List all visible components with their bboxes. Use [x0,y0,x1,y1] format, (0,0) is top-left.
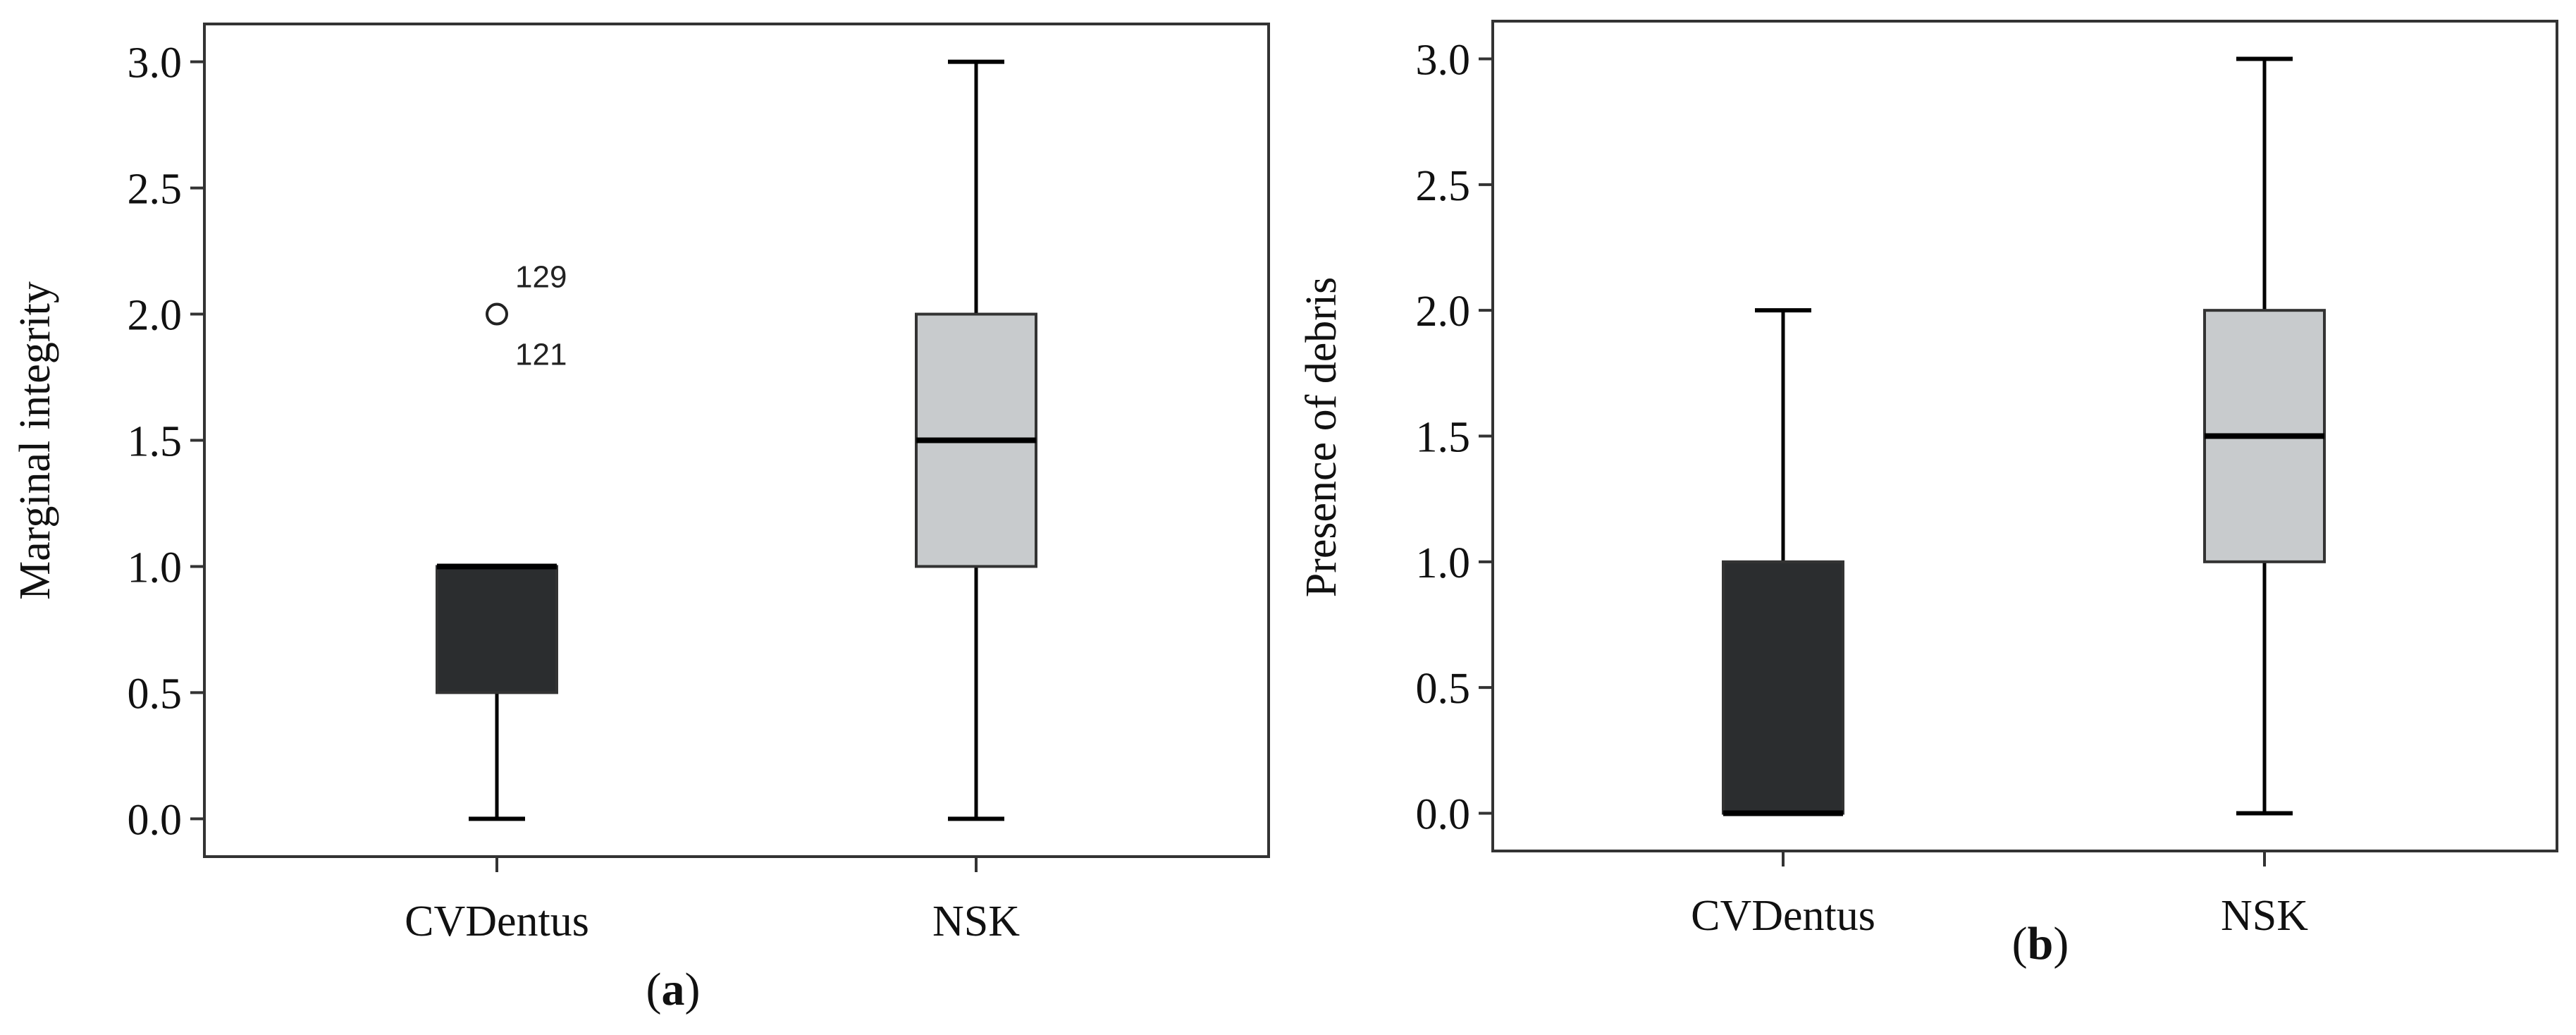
y-tick-label: 0.5 [128,670,183,718]
y-tick-label: 0.0 [1416,791,1471,839]
box-cvdentus [1722,308,1844,816]
box-nsk [915,59,1037,821]
y-tick-label: 3.0 [1416,37,1471,85]
y-tick-label: 0.0 [128,796,183,844]
x-tick-label: CVDentus [1691,892,1875,940]
outlier-label: 129 [515,260,567,295]
y-tick-label: 2.5 [1416,162,1471,210]
x-tick-label: NSK [932,898,1020,945]
panel-label-letter: b [2028,918,2054,969]
panel-label: (a) [646,964,701,1015]
y-tick-label: 1.0 [1416,539,1471,587]
box-iqr [1722,560,1844,815]
y-tick-label: 2.0 [128,292,183,340]
y-tick-label: 2.0 [1416,288,1471,336]
y-tick-label: 1.5 [128,418,183,466]
x-tick-label: CVDentus [405,898,589,945]
panel-label-open: ( [646,964,662,1015]
box-nsk [2203,56,2326,816]
y-tick-label: 0.5 [1416,665,1471,713]
y-axis-label: Presence of debris [1298,277,1345,598]
panel-label-close: ) [2053,918,2069,969]
panel-label-close: ) [685,964,701,1015]
panel-label-open: ( [2012,918,2028,969]
y-axis-label: Marginal integrity [11,281,59,600]
y-tick-label: 3.0 [128,39,183,87]
box-iqr [436,565,558,694]
outlier-label: 121 [515,338,567,372]
y-tick-label: 1.0 [128,544,183,592]
panel-label: (b) [2012,918,2069,969]
y-tick-label: 2.5 [128,166,183,214]
panel-label-letter: a [662,964,685,1015]
y-tick-label: 1.5 [1416,414,1471,462]
box-cvdentus: 129 121 [436,260,567,821]
panel-a: 0.0 0.5 1.0 1.5 2.0 2.5 3.0 Marginal integrity C… [11,23,1270,1015]
panel-b: 0.0 0.5 1.0 1.5 2.0 2.5 3.0 Presence of debris C… [1298,20,2558,969]
x-tick-label: NSK [2221,892,2308,940]
outlier-point [486,302,508,326]
